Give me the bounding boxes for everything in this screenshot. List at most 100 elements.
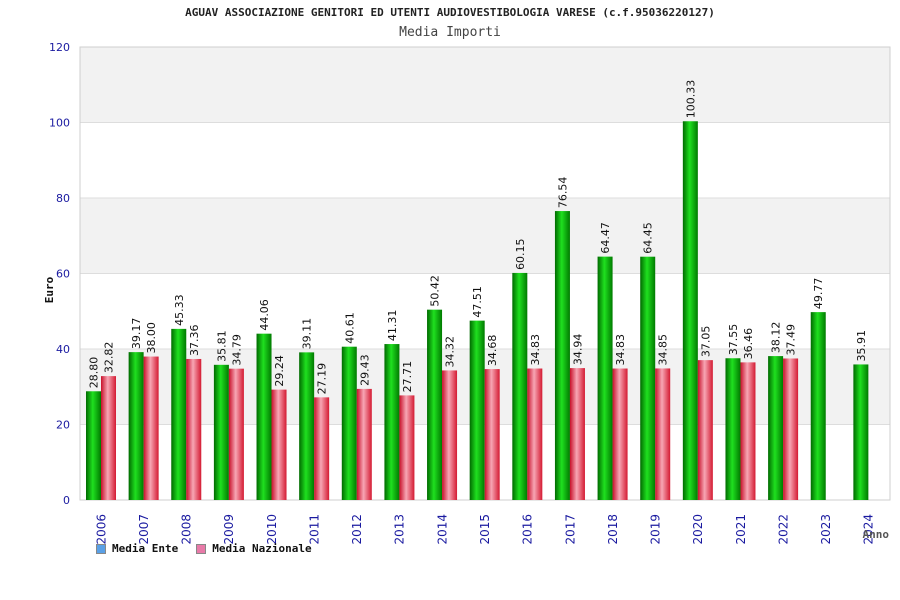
- y-tick-label: 60: [56, 268, 70, 281]
- x-tick-label: 2014: [435, 514, 449, 545]
- bar-media-nazionale: [484, 369, 500, 500]
- grid-band: [80, 122, 890, 198]
- data-label: 34.83: [529, 334, 542, 366]
- x-tick-label: 2021: [734, 514, 748, 545]
- bar-media-ente: [469, 320, 485, 500]
- data-label: 39.11: [301, 318, 314, 350]
- data-label: 37.05: [699, 326, 712, 358]
- legend-label-media-nazionale: Media Nazionale: [212, 542, 312, 555]
- data-label: 44.06: [258, 299, 271, 331]
- legend-swatch-media-ente: [96, 543, 106, 554]
- bar-media-ente: [213, 364, 229, 500]
- data-label: 40.61: [343, 312, 356, 344]
- x-tick-label: 2018: [606, 514, 620, 545]
- bar-media-ente: [299, 352, 315, 500]
- legend-label-media-ente: Media Ente: [112, 542, 179, 555]
- chart-title: AGUAV ASSOCIAZIONE GENITORI ED UTENTI AU…: [185, 6, 715, 19]
- y-tick-label: 80: [56, 192, 70, 205]
- x-tick-label: 2006: [94, 514, 108, 545]
- x-tick-label: 2023: [819, 514, 833, 545]
- x-tick-label: 2009: [222, 514, 236, 545]
- bar-media-nazionale: [442, 370, 458, 500]
- legend: Media Ente Media Nazionale: [96, 542, 312, 555]
- x-tick-label: 2012: [350, 514, 364, 545]
- y-tick-label: 20: [56, 419, 70, 432]
- bar-media-nazionale: [356, 388, 372, 500]
- chart-subtitle: Media Importi: [399, 25, 501, 40]
- data-label: 34.83: [614, 334, 627, 366]
- data-label: 45.33: [173, 294, 186, 326]
- y-tick-label: 40: [56, 343, 70, 356]
- data-label: 32.82: [103, 342, 116, 374]
- data-label: 47.51: [471, 286, 484, 318]
- data-label: 35.91: [855, 330, 868, 362]
- bar-media-ente: [810, 312, 826, 500]
- data-label: 34.68: [486, 335, 499, 367]
- bar-media-ente: [427, 309, 443, 500]
- bar-media-nazionale: [228, 368, 244, 500]
- bar-media-ente: [554, 211, 570, 500]
- bar-media-nazionale: [271, 389, 287, 500]
- data-label: 34.32: [444, 336, 457, 368]
- bar-media-ente: [384, 344, 400, 500]
- y-tick-label: 0: [63, 494, 70, 507]
- bar-media-nazionale: [399, 395, 415, 500]
- data-label: 64.45: [642, 222, 655, 254]
- bar-media-nazionale: [612, 368, 628, 500]
- bar-media-ente: [768, 356, 784, 500]
- x-tick-label: 2019: [649, 514, 663, 545]
- bar-media-nazionale: [314, 397, 330, 500]
- data-label: 39.17: [130, 318, 143, 350]
- data-label: 38.12: [770, 322, 783, 354]
- x-tick-label: 2007: [137, 514, 151, 545]
- bar-media-ente: [256, 333, 272, 500]
- grid-band: [80, 47, 890, 123]
- data-label: 34.85: [657, 334, 670, 366]
- bar-media-nazionale: [186, 358, 202, 500]
- data-label: 29.24: [273, 355, 286, 387]
- x-tick-label: 2022: [776, 514, 790, 545]
- data-label: 64.47: [599, 222, 612, 254]
- bar-media-nazionale: [655, 368, 671, 500]
- data-label: 100.33: [684, 80, 697, 119]
- bar-media-nazionale: [740, 362, 756, 500]
- bar-media-ente: [128, 352, 144, 500]
- data-label: 36.46: [742, 328, 755, 360]
- data-label: 34.94: [571, 334, 584, 366]
- x-axis-label: Anno: [863, 528, 890, 541]
- data-label: 35.81: [215, 330, 228, 362]
- data-label: 28.80: [88, 357, 101, 389]
- data-label: 50.42: [429, 275, 442, 307]
- x-tick-label: 2015: [478, 514, 492, 545]
- bar-media-nazionale: [783, 358, 799, 500]
- bar-media-ente: [171, 328, 187, 500]
- x-tick-label: 2008: [180, 514, 194, 545]
- data-label: 60.15: [514, 238, 527, 270]
- data-label: 29.43: [358, 354, 371, 386]
- data-label: 37.55: [727, 324, 740, 356]
- bar-media-nazionale: [527, 368, 543, 500]
- data-label: 37.49: [785, 324, 798, 356]
- data-label: 34.79: [230, 334, 243, 365]
- legend-item-media-ente: Media Ente: [96, 542, 178, 555]
- bar-media-nazionale: [569, 368, 585, 500]
- bar-media-ente: [682, 121, 698, 501]
- legend-item-media-nazionale: Media Nazionale: [196, 542, 312, 555]
- bar-media-ente: [512, 272, 528, 500]
- legend-swatch-media-nazionale: [196, 543, 207, 554]
- x-tick-label: 2011: [307, 514, 321, 545]
- data-label: 27.71: [401, 361, 414, 393]
- y-axis-label: Euro: [43, 276, 56, 303]
- y-tick-label: 120: [49, 41, 70, 54]
- y-tick-label: 100: [49, 117, 70, 130]
- bar-media-ente: [853, 364, 869, 500]
- data-label: 76.54: [556, 177, 569, 209]
- data-label: 49.77: [812, 278, 825, 310]
- data-label: 41.31: [386, 310, 399, 342]
- bar-media-nazionale: [143, 356, 159, 500]
- x-tick-label: 2020: [691, 514, 705, 545]
- bar-media-nazionale: [697, 360, 713, 500]
- bar-media-ente: [597, 256, 613, 500]
- x-tick-label: 2017: [563, 514, 577, 545]
